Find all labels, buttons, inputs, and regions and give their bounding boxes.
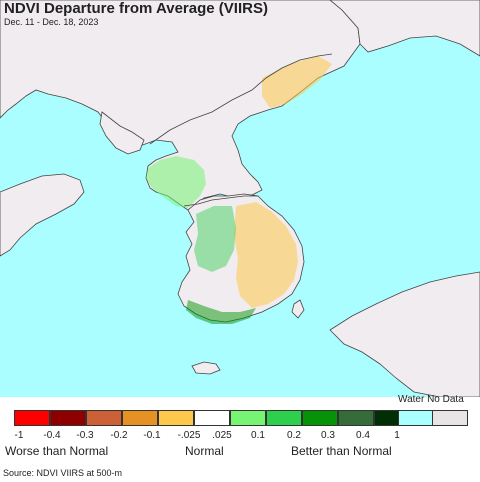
legend-swatch	[122, 410, 158, 426]
legend-swatch	[302, 410, 338, 426]
legend-swatch	[230, 410, 266, 426]
legend-swatch	[194, 410, 230, 426]
russia-coast	[329, 0, 480, 57]
legend-tick: -0.4	[43, 430, 61, 441]
legend-tick: -0.3	[76, 430, 94, 441]
legend-swatch	[338, 410, 374, 426]
legend-tick: -0.1	[143, 430, 161, 441]
legend-category-normal: Normal	[185, 444, 224, 458]
north-korea-west-lowlands	[146, 156, 206, 208]
map-date-range: Dec. 11 - Dec. 18, 2023	[4, 17, 99, 27]
legend-tick: 0.4	[356, 430, 370, 441]
legend-tick: -.025	[177, 430, 201, 441]
water-nodata-label: Water No Data	[398, 394, 464, 405]
south-korea-east-departure	[234, 202, 298, 308]
dmz-border	[183, 195, 258, 207]
legend-tick: .025	[212, 430, 232, 441]
map-title: NDVI Departure from Average (VIIRS)	[4, 0, 268, 17]
legend-tick: -0.2	[110, 430, 128, 441]
country-border-china-nk	[149, 53, 333, 145]
legend-tick: 1	[394, 430, 400, 441]
source-note: Source: NDVI VIIRS at 500-m	[3, 468, 123, 478]
shandong-peninsula	[0, 173, 85, 257]
jeju-island	[191, 361, 221, 375]
legend-swatch	[158, 410, 194, 426]
legend-swatch	[50, 410, 86, 426]
legend-tick: 0.2	[287, 430, 301, 441]
legend-swatch-nodata	[432, 410, 468, 426]
legend-swatch	[266, 410, 302, 426]
northeast-korea-departure	[262, 56, 332, 108]
legend-tick: 0.1	[251, 430, 265, 441]
legend-swatch	[86, 410, 122, 426]
liaodong-peninsula	[99, 111, 145, 155]
south-korea-west-greening	[194, 206, 236, 272]
south-coast-green	[186, 300, 256, 324]
ndvi-map	[0, 0, 480, 397]
legend-tick: -1	[14, 430, 24, 441]
japan-kyushu-honshu	[329, 271, 480, 397]
tsushima-island	[291, 299, 305, 319]
legend-category-better: Better than Normal	[291, 444, 392, 458]
legend-swatch-water	[398, 410, 434, 426]
legend-category-worse: Worse than Normal	[5, 444, 109, 458]
legend-swatch	[14, 410, 50, 426]
legend-tick: 0.3	[321, 430, 335, 441]
